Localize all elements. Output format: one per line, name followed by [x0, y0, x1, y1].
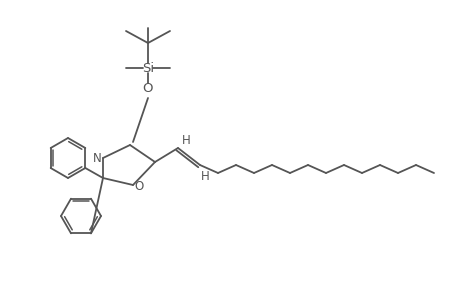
- Text: N: N: [92, 152, 101, 164]
- Text: O: O: [134, 181, 143, 194]
- Text: O: O: [142, 82, 153, 94]
- Text: H: H: [200, 170, 209, 184]
- Text: H: H: [181, 134, 190, 146]
- Text: Si: Si: [142, 61, 154, 74]
